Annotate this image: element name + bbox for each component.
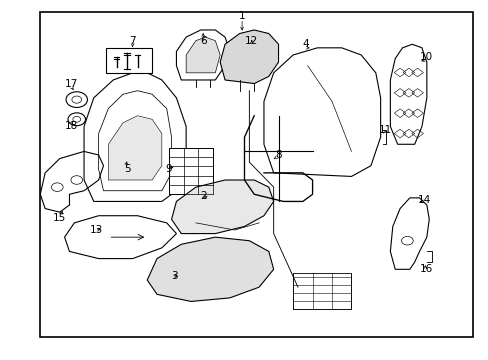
Text: 15: 15 <box>53 212 66 222</box>
Polygon shape <box>171 180 273 234</box>
Text: 5: 5 <box>124 164 131 174</box>
Text: 7: 7 <box>129 36 136 46</box>
Text: 8: 8 <box>275 150 281 160</box>
Text: 2: 2 <box>200 191 206 201</box>
Text: 9: 9 <box>165 164 172 174</box>
Polygon shape <box>108 116 162 180</box>
Bar <box>106 48 152 73</box>
Text: 13: 13 <box>89 225 102 235</box>
Text: 16: 16 <box>419 264 432 274</box>
Bar <box>292 273 351 309</box>
Text: 14: 14 <box>417 195 430 204</box>
Text: 4: 4 <box>302 39 308 49</box>
Polygon shape <box>220 30 278 84</box>
Text: 17: 17 <box>65 78 79 89</box>
Text: 6: 6 <box>200 36 206 46</box>
Text: 11: 11 <box>378 125 391 135</box>
Polygon shape <box>186 37 220 73</box>
Text: 3: 3 <box>170 271 177 282</box>
Bar <box>169 148 212 194</box>
Polygon shape <box>147 237 273 301</box>
Text: 12: 12 <box>244 36 258 46</box>
Text: 1: 1 <box>238 11 245 21</box>
Text: 10: 10 <box>419 52 432 62</box>
Text: 18: 18 <box>65 121 79 131</box>
